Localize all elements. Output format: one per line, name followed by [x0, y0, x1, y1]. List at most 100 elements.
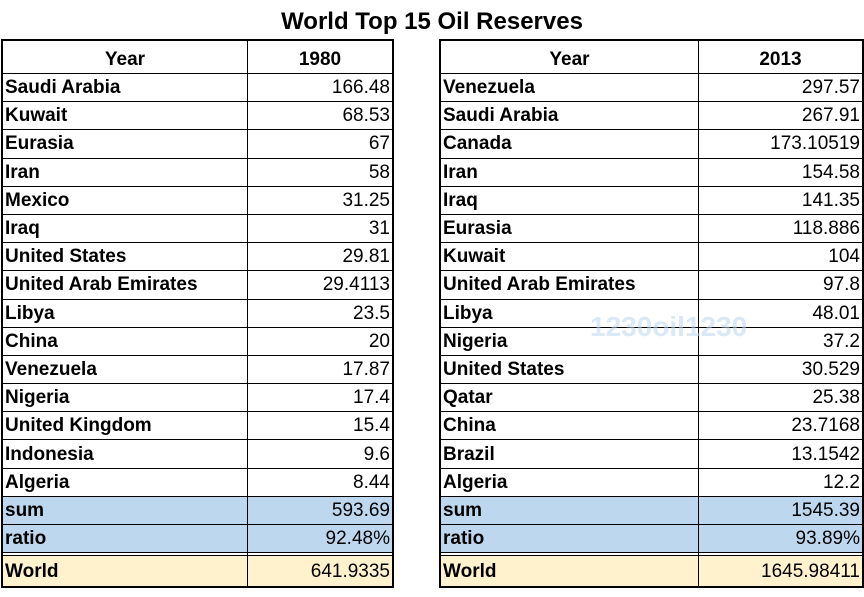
chart-title: World Top 15 Oil Reserves [281, 8, 583, 35]
country-cell: Nigeria [2, 383, 248, 413]
table-row: China 23.7168 [440, 411, 863, 441]
reserve-value-cell: 12.2 [698, 467, 863, 497]
table-1980: Year 1980 Saudi Arabia 166.48 Kuwait 68.53 Eur… [2, 40, 393, 588]
reserve-value-cell: 67 [247, 129, 393, 159]
country-cell: Libya [2, 298, 248, 328]
country-cell: China [2, 326, 248, 356]
header-row: Year 2013 [440, 40, 863, 74]
reserve-value-cell: 297.57 [698, 72, 863, 103]
world-label-cell: World [440, 555, 699, 588]
country-cell: Iran [2, 157, 248, 187]
summary-label-cell: sum [2, 495, 248, 526]
sum-row: sum 593.69 [2, 495, 393, 526]
world-label-cell: World [2, 555, 248, 588]
table-row: Venezuela 17.87 [2, 354, 393, 385]
reserve-value-cell: 31.25 [247, 185, 393, 215]
country-cell: United States [440, 354, 699, 385]
reserve-value-cell: 17.4 [247, 383, 393, 413]
country-cell: Venezuela [2, 354, 248, 385]
table-row: United Kingdom 15.4 [2, 411, 393, 441]
world-row: World 1645.98411 [440, 555, 863, 588]
table-2013: Year 2013 Venezuela 297.57 Saudi Arabia 267.9… [440, 40, 863, 588]
country-cell: Mexico [2, 185, 248, 215]
reserve-value-cell: 15.4 [247, 411, 393, 441]
column-header-value: 1980 [247, 40, 393, 74]
reserve-value-cell: 29.81 [247, 242, 393, 272]
country-cell: United Arab Emirates [2, 270, 248, 300]
header-row: Year 1980 [2, 40, 393, 74]
reserve-value-cell: 30.529 [698, 354, 863, 385]
country-cell: Libya [440, 298, 699, 328]
table-row: Indonesia 9.6 [2, 439, 393, 469]
reserve-value-cell: 37.2 [698, 326, 863, 356]
country-cell: Eurasia [440, 213, 699, 244]
table-row: Saudi Arabia 267.91 [440, 101, 863, 131]
table-row: Algeria 12.2 [440, 467, 863, 497]
summary-label-cell: ratio [2, 523, 248, 554]
table-row: United Arab Emirates 97.8 [440, 270, 863, 300]
country-cell: United Kingdom [2, 411, 248, 441]
table-row: Kuwait 104 [440, 242, 863, 272]
country-cell: Kuwait [2, 101, 248, 131]
summary-value-cell: 92.48% [247, 523, 393, 554]
country-cell: Saudi Arabia [440, 101, 699, 131]
table-row: United States 30.529 [440, 354, 863, 385]
column-header-year: Year [440, 40, 699, 74]
reserve-value-cell: 141.35 [698, 185, 863, 215]
summary-label-cell: ratio [440, 523, 699, 554]
summary-value-cell: 593.69 [247, 495, 393, 526]
table-row: Libya 23.5 [2, 298, 393, 328]
reserve-value-cell: 23.5 [247, 298, 393, 328]
reserve-value-cell: 20 [247, 326, 393, 356]
table-row: Canada 173.10519 [440, 129, 863, 159]
country-cell: Qatar [440, 383, 699, 413]
table-row: Algeria 8.44 [2, 467, 393, 497]
world-value-cell: 641.9335 [247, 555, 393, 588]
reserve-value-cell: 23.7168 [698, 411, 863, 441]
country-cell: Iraq [440, 185, 699, 215]
reserve-value-cell: 68.53 [247, 101, 393, 131]
reserve-value-cell: 13.1542 [698, 439, 863, 469]
country-cell: China [440, 411, 699, 441]
table-row: Saudi Arabia 166.48 [2, 72, 393, 103]
world-value-cell: 1645.98411 [698, 555, 863, 588]
ratio-row: ratio 93.89% [440, 523, 863, 554]
column-header-value: 2013 [698, 40, 863, 74]
country-cell: United States [2, 242, 248, 272]
table-row: United States 29.81 [2, 242, 393, 272]
country-cell: Iran [440, 157, 699, 187]
table-row: Libya 48.01 [440, 298, 863, 328]
country-cell: Iraq [2, 213, 248, 244]
reserve-value-cell: 267.91 [698, 101, 863, 131]
country-cell: Algeria [440, 467, 699, 497]
country-cell: Indonesia [2, 439, 248, 469]
reserve-value-cell: 9.6 [247, 439, 393, 469]
table-row: Eurasia 118.886 [440, 213, 863, 244]
table-row: Iraq 141.35 [440, 185, 863, 215]
country-cell: Canada [440, 129, 699, 159]
table-row: Iran 154.58 [440, 157, 863, 187]
table-row: United Arab Emirates 29.4113 [2, 270, 393, 300]
watermark: 1230oil1230 [590, 311, 748, 342]
table-row: Venezuela 297.57 [440, 72, 863, 103]
reserve-value-cell: 17.87 [247, 354, 393, 385]
world-row: World 641.9335 [2, 555, 393, 588]
reserve-value-cell: 58 [247, 157, 393, 187]
reserve-value-cell: 25.38 [698, 383, 863, 413]
table-row: Mexico 31.25 [2, 185, 393, 215]
reserve-value-cell: 173.10519 [698, 129, 863, 159]
reserve-value-cell: 8.44 [247, 467, 393, 497]
country-cell: Kuwait [440, 242, 699, 272]
reserve-value-cell: 104 [698, 242, 863, 272]
column-header-year: Year [2, 40, 248, 74]
country-cell: Eurasia [2, 129, 248, 159]
table-row: Eurasia 67 [2, 129, 393, 159]
ratio-row: ratio 92.48% [2, 523, 393, 554]
sum-row: sum 1545.39 [440, 495, 863, 526]
table-row: Iraq 31 [2, 213, 393, 244]
table-row: Brazil 13.1542 [440, 439, 863, 469]
reserve-value-cell: 118.886 [698, 213, 863, 244]
table-row: Nigeria 17.4 [2, 383, 393, 413]
table-row: China 20 [2, 326, 393, 356]
reserve-value-cell: 31 [247, 213, 393, 244]
